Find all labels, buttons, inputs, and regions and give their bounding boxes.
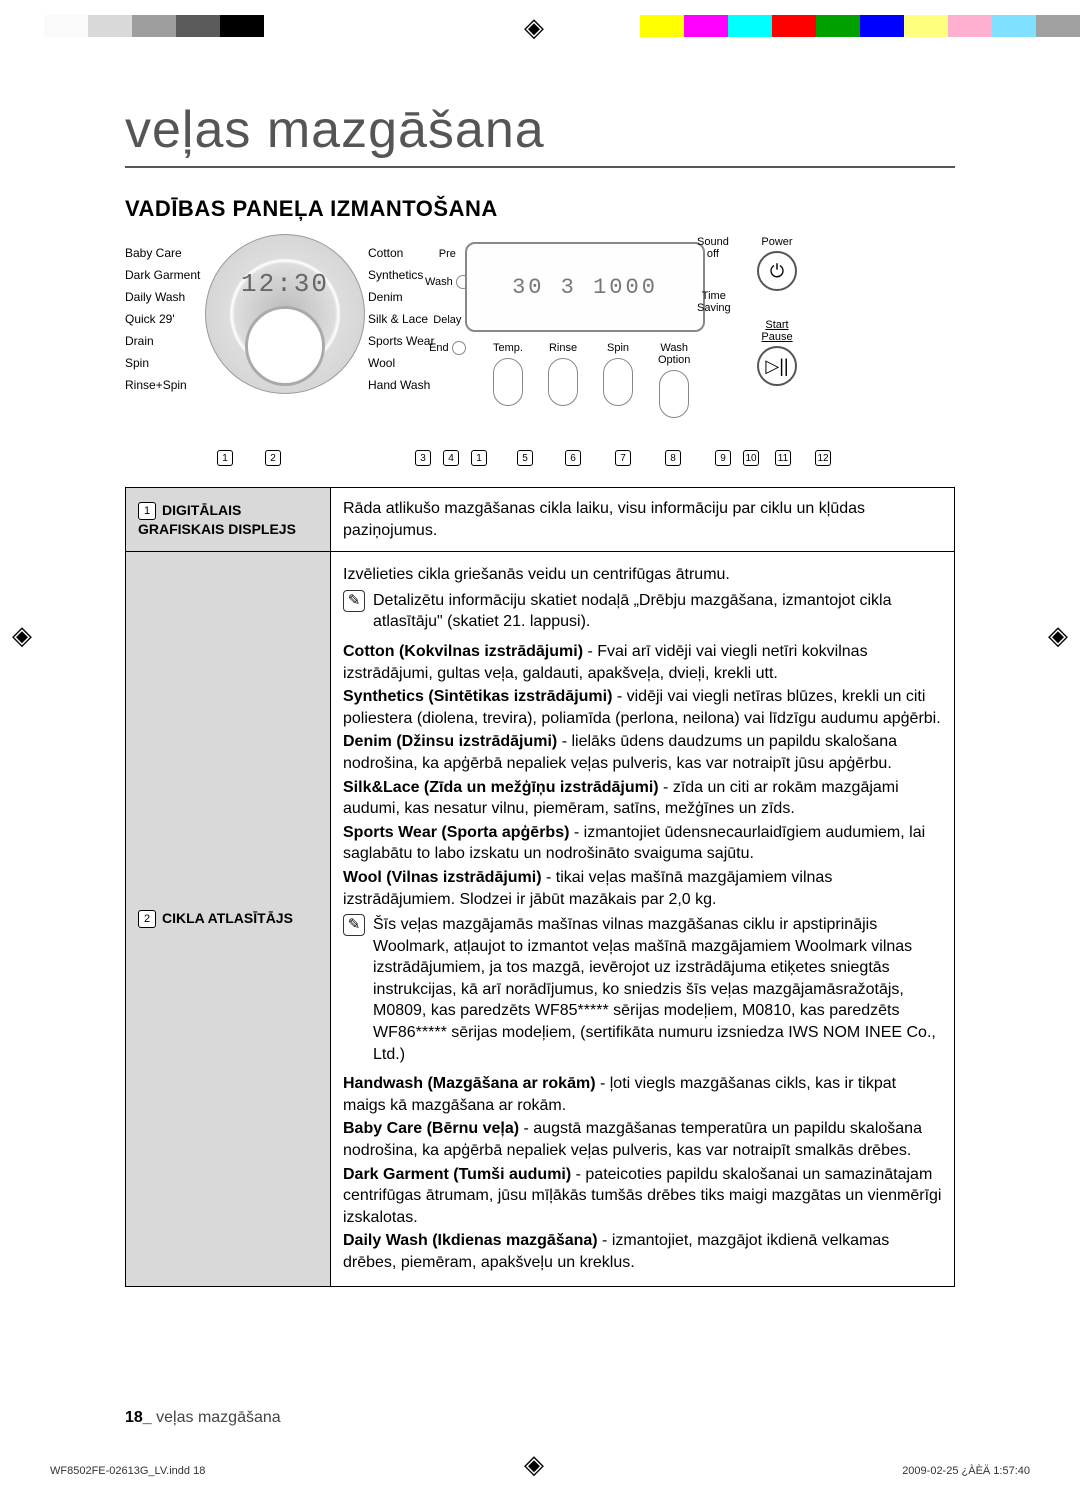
dial-program-label: Drain	[125, 330, 200, 352]
dial-program-label: Spin	[125, 352, 200, 374]
prewash-label: Pre Wash	[425, 240, 470, 296]
power-button-group: Power ⏻	[757, 236, 797, 291]
dial-program-label: Quick 29'	[125, 308, 200, 330]
print-file: WF8502FE-02613G_LV.indd 18	[50, 1465, 205, 1477]
oval-button	[493, 358, 523, 406]
color-swatch	[88, 15, 132, 37]
page-footer: 18_ veļas mazgāšana	[125, 1409, 281, 1427]
callout-num: 2	[138, 910, 156, 928]
panel-button-group: Rinse	[548, 342, 578, 406]
color-swatch	[176, 15, 220, 37]
callout-number: 7	[615, 450, 631, 466]
oval-button	[548, 358, 578, 406]
oval-button	[659, 370, 689, 418]
callout-number: 11	[775, 450, 791, 466]
delay-end-label: Delay End	[425, 306, 470, 362]
option-button-column: Pre Wash Delay End	[425, 240, 470, 362]
panel-button-label: Spin	[603, 342, 633, 354]
callout-num: 1	[138, 502, 156, 520]
time-saving-button-group: Time Saving	[697, 290, 731, 317]
program-description: Baby Care (Bērnu veļa) - augstā mazgāšan…	[343, 1118, 942, 1161]
callout-number: 12	[815, 450, 831, 466]
oval-button	[603, 358, 633, 406]
callout-number: 1	[471, 450, 487, 466]
program-description: Dark Garment (Tumši audumi) - pateicotie…	[343, 1164, 942, 1229]
table-row: 2 CIKLA ATLASĪTĀJS Izvēlieties cikla grie…	[126, 552, 955, 1286]
program-description: Sports Wear (Sporta apģērbs) - izmantoji…	[343, 822, 942, 865]
color-swatch	[728, 15, 772, 37]
callout-number: 4	[443, 450, 459, 466]
panel-button-group: Temp.	[493, 342, 523, 406]
color-swatch	[772, 15, 816, 37]
color-swatch	[684, 15, 728, 37]
program-description: Silk&Lace (Zīda un mežģīņu izstrādājumi)…	[343, 777, 942, 820]
color-swatch	[904, 15, 948, 37]
callout-number: 8	[665, 450, 681, 466]
panel-button-label: Wash Option	[658, 342, 690, 366]
color-swatch	[640, 15, 684, 37]
program-description: Synthetics (Sintētikas izstrādājumi) - v…	[343, 686, 942, 729]
print-job-footer: WF8502FE-02613G_LV.indd 18 2009-02-25 ¿À…	[50, 1465, 1030, 1477]
start-pause-icon: ▷||	[757, 346, 797, 386]
row2-label-cell: 2 CIKLA ATLASĪTĀJS	[126, 552, 331, 1286]
row1-label: DIGITĀLAIS GRAFISKAIS DISPLEJS	[138, 502, 296, 537]
color-swatch	[992, 15, 1036, 37]
dial-program-label: Baby Care	[125, 242, 200, 264]
feature-table: 1DIGITĀLAIS GRAFISKAIS DISPLEJS Rāda atl…	[125, 487, 955, 1287]
dial-program-label: Hand Wash	[368, 374, 434, 396]
registration-mark-top: ◈	[524, 12, 544, 43]
info-note: ✎ Šīs veļas mazgājamās mašīnas vilnas ma…	[343, 914, 942, 1065]
panel-button-label: Rinse	[548, 342, 578, 354]
callout-number: 2	[265, 450, 281, 466]
callout-number: 3	[415, 450, 431, 466]
registration-mark-left: ◈	[12, 620, 32, 651]
color-swatch	[132, 15, 176, 37]
info-icon: ✎	[343, 590, 365, 612]
color-swatch	[1036, 15, 1080, 37]
row2-content: Izvēlieties cikla griešanās veidu un cen…	[331, 552, 955, 1286]
info-note: ✎ Detalizētu informāciju skatiet nodaļā …	[343, 590, 942, 633]
power-icon: ⏻	[757, 251, 797, 291]
color-swatch	[948, 15, 992, 37]
callout-number: 5	[517, 450, 533, 466]
panel-button-label: Temp.	[493, 342, 523, 354]
info-icon: ✎	[343, 914, 365, 936]
table-row: 1DIGITĀLAIS GRAFISKAIS DISPLEJS Rāda atl…	[126, 488, 955, 552]
program-description: Cotton (Kokvilnas izstrādājumi) - Fvai a…	[343, 641, 942, 684]
callout-number: 10	[743, 450, 759, 466]
registration-mark-right: ◈	[1048, 620, 1068, 651]
callout-number: 6	[565, 450, 581, 466]
program-description: Handwash (Mazgāšana ar rokām) - ļoti vie…	[343, 1073, 942, 1116]
row2-label: CIKLA ATLASĪTĀJS	[162, 910, 293, 926]
program-description: Wool (Vilnas izstrādājumi) - tikai veļas…	[343, 867, 942, 910]
digital-display: 30 3 1000	[465, 242, 705, 332]
color-swatch	[816, 15, 860, 37]
print-date: 2009-02-25 ¿ÀÈÄ 1:57:40	[902, 1465, 1030, 1477]
row2-intro: Izvēlieties cikla griešanās veidu un cen…	[343, 564, 942, 586]
color-swatch	[44, 15, 88, 37]
callout-number: 9	[715, 450, 731, 466]
program-description: Daily Wash (Ikdienas mazgāšana) - izmant…	[343, 1230, 942, 1273]
panel-button-group: Spin	[603, 342, 633, 406]
sound-off-button-group: Sound off	[697, 236, 729, 263]
color-swatch	[860, 15, 904, 37]
color-swatch	[220, 15, 264, 37]
section-title: VADĪBAS PANEĻA IZMANTOŠANA	[125, 196, 955, 222]
row1-label-cell: 1DIGITĀLAIS GRAFISKAIS DISPLEJS	[126, 488, 331, 552]
program-description: Denim (Džinsu izstrādājumi) - lielāks ūd…	[343, 731, 942, 774]
callout-number: 1	[217, 450, 233, 466]
dial-knob	[245, 306, 325, 386]
control-panel-diagram: Baby CareDark GarmentDaily WashQuick 29'…	[125, 234, 955, 469]
panel-button-group: Wash Option	[658, 342, 690, 418]
dial-labels-left: Baby CareDark GarmentDaily WashQuick 29'…	[125, 242, 200, 396]
dial-program-label: Dark Garment	[125, 264, 200, 286]
start-pause-button-group: Start Pause ▷||	[757, 319, 797, 386]
dial-program-label: Daily Wash	[125, 286, 200, 308]
dial-time-display: 12:30	[241, 269, 329, 299]
dial-program-label: Rinse+Spin	[125, 374, 200, 396]
color-swatch	[0, 15, 44, 37]
row1-text: Rāda atlikušo mazgāšanas cikla laiku, vi…	[331, 488, 955, 552]
page-title: veļas mazgāšana	[125, 100, 955, 168]
